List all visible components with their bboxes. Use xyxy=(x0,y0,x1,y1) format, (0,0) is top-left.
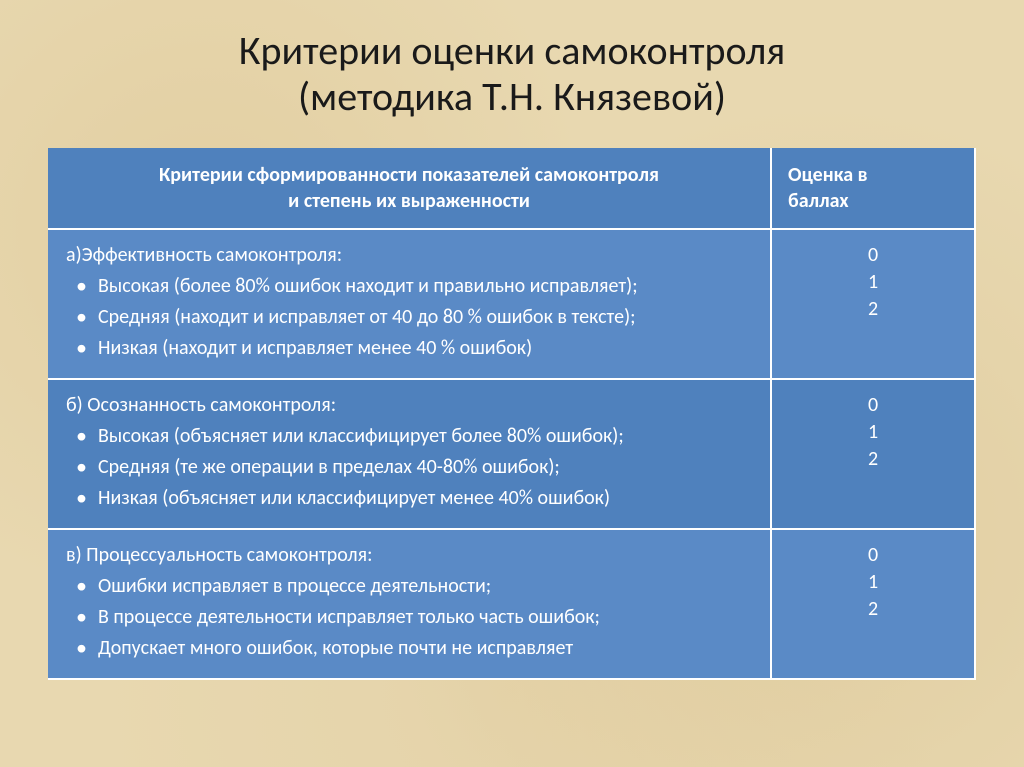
title-line-2: (методика Т.Н. Князевой) xyxy=(298,72,726,121)
table-row: б) Осознанность самоконтроля: Высокая (о… xyxy=(48,379,975,529)
score-value: 0 xyxy=(790,542,956,569)
scores-cell: 0 1 2 xyxy=(771,529,975,679)
section-heading: в) Процессуальность самоконтроля: xyxy=(66,542,752,569)
scores-cell: 0 1 2 xyxy=(771,229,975,379)
table-row: в) Процессуальность самоконтроля: Ошибки… xyxy=(48,529,975,679)
list-item: В процессе деятельности исправляет тольк… xyxy=(70,604,752,631)
page-title: Критерии оценки самоконтроля (методика Т… xyxy=(48,28,976,120)
score-value: 0 xyxy=(790,242,956,269)
table-header-row: Критерии сформированности показателей са… xyxy=(48,148,975,229)
list-item: Допускает много ошибок, которые почти не… xyxy=(70,635,752,662)
list-item: Ошибки исправляет в процессе деятельност… xyxy=(70,573,752,600)
score-value: 1 xyxy=(790,419,956,446)
list-item: Низкая (объясняет или классифицирует мен… xyxy=(70,485,752,512)
criteria-cell: а)Эффективность самоконтроля: Высокая (б… xyxy=(48,229,771,379)
header-criteria: Критерии сформированности показателей са… xyxy=(48,148,771,229)
list-item: Высокая (объясняет или классифицирует бо… xyxy=(70,423,752,450)
table-row: а)Эффективность самоконтроля: Высокая (б… xyxy=(48,229,975,379)
criteria-table: Критерии сформированности показателей са… xyxy=(48,148,976,680)
bullet-list: Ошибки исправляет в процессе деятельност… xyxy=(66,573,752,662)
bullet-list: Высокая (объясняет или классифицирует бо… xyxy=(66,423,752,512)
section-heading: б) Осознанность самоконтроля: xyxy=(66,392,752,419)
list-item: Низкая (находит и исправляет менее 40 % … xyxy=(70,335,752,362)
criteria-cell: в) Процессуальность самоконтроля: Ошибки… xyxy=(48,529,771,679)
score-value: 1 xyxy=(790,569,956,596)
title-line-1: Критерии оценки самоконтроля xyxy=(239,26,786,75)
header-criteria-line1: Критерии сформированности показателей са… xyxy=(159,163,659,187)
score-value: 2 xyxy=(790,446,956,473)
score-value: 2 xyxy=(790,296,956,323)
section-heading: а)Эффективность самоконтроля: xyxy=(66,242,752,269)
scores-cell: 0 1 2 xyxy=(771,379,975,529)
slide: Критерии оценки самоконтроля (методика Т… xyxy=(0,0,1024,767)
header-score-line1: Оценка в xyxy=(788,163,868,187)
score-value: 2 xyxy=(790,596,956,623)
list-item: Средняя (те же операции в пределах 40-80… xyxy=(70,454,752,481)
bullet-list: Высокая (более 80% ошибок находит и прав… xyxy=(66,273,752,362)
header-criteria-line2: и степень их выраженности xyxy=(288,189,530,213)
score-value: 1 xyxy=(790,269,956,296)
criteria-cell: б) Осознанность самоконтроля: Высокая (о… xyxy=(48,379,771,529)
header-score-line2: баллах xyxy=(788,189,849,213)
score-value: 0 xyxy=(790,392,956,419)
list-item: Высокая (более 80% ошибок находит и прав… xyxy=(70,273,752,300)
list-item: Средняя (находит и исправляет от 40 до 8… xyxy=(70,304,752,331)
header-score: Оценка в баллах xyxy=(771,148,975,229)
